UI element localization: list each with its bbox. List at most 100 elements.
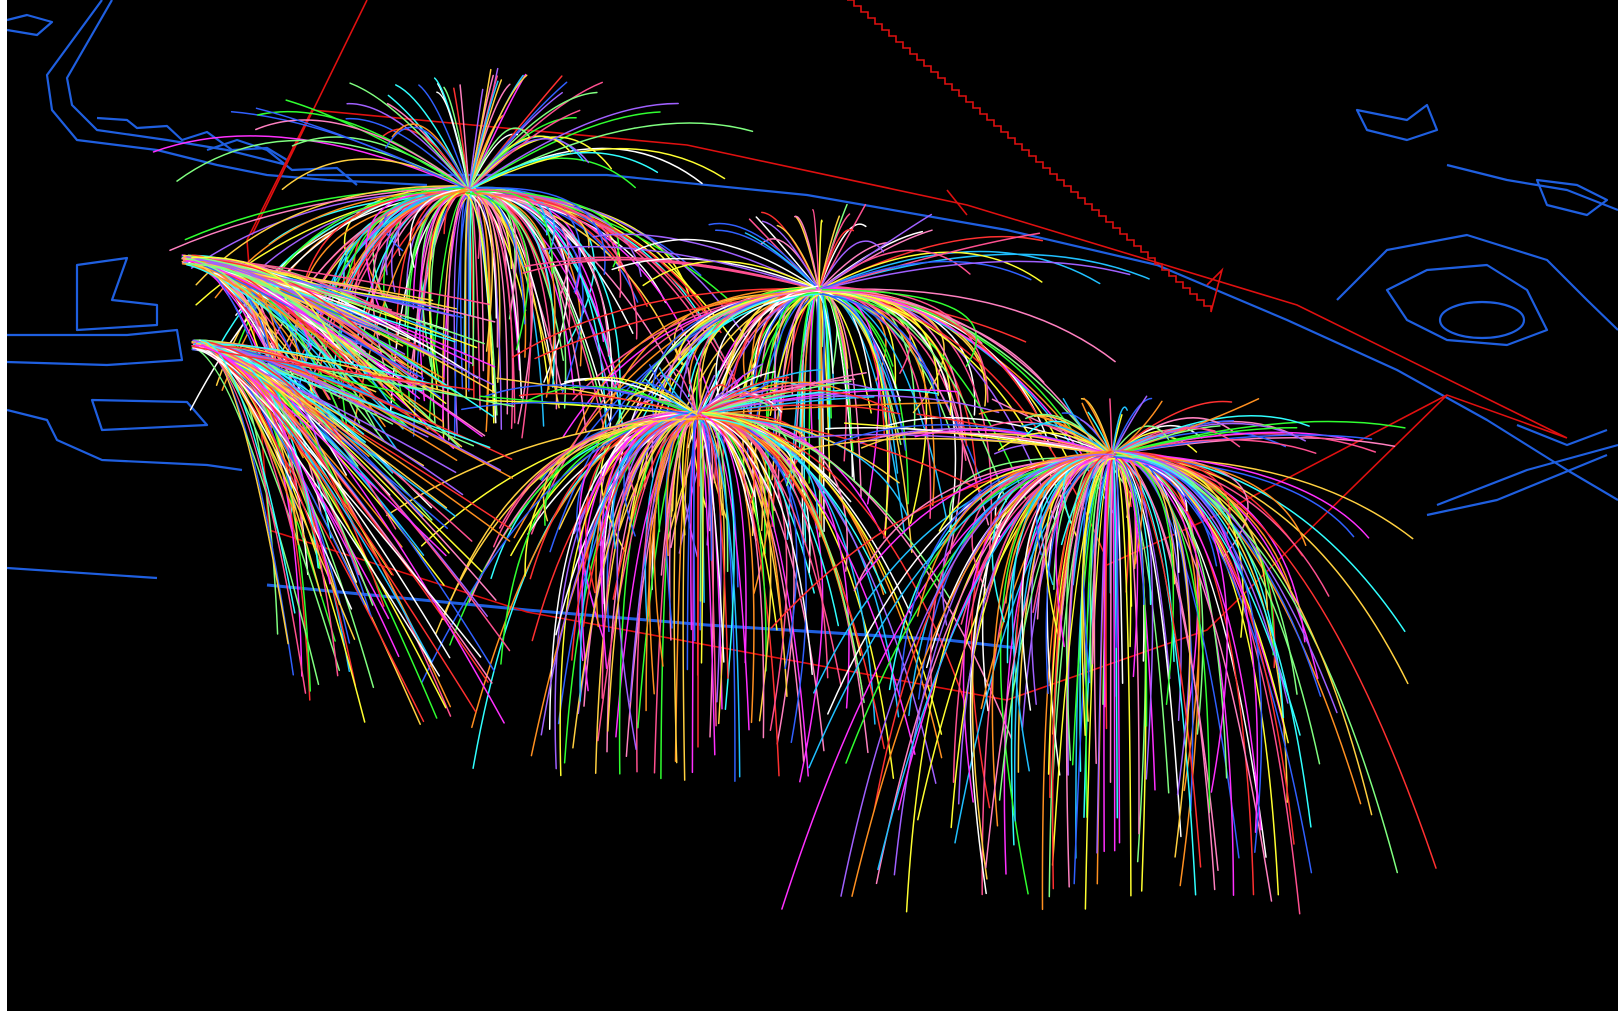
pathline	[1096, 453, 1111, 854]
pathline	[1111, 450, 1338, 714]
pathline	[349, 82, 470, 191]
pathline	[1109, 398, 1113, 456]
site-outline-building	[1385, 263, 1549, 347]
site-outline-building	[1535, 178, 1609, 217]
pathline	[191, 346, 320, 686]
pathline	[627, 389, 698, 416]
pathline	[818, 232, 1041, 291]
3d-viewport[interactable]	[7, 0, 1618, 1011]
site-outline-building	[96, 116, 288, 161]
pathline	[578, 412, 702, 639]
pathline	[189, 258, 455, 317]
pathline	[696, 376, 790, 416]
pathline	[816, 291, 967, 461]
pathline	[468, 88, 484, 191]
pathline	[200, 339, 342, 441]
pathline	[1113, 456, 1263, 853]
pathline	[818, 228, 855, 291]
pathline	[195, 342, 448, 509]
pathline	[464, 193, 495, 424]
pathline-scene[interactable]	[7, 0, 1618, 1011]
pathline	[696, 393, 778, 416]
pathline	[1033, 414, 1113, 456]
pathline	[816, 292, 889, 538]
pathline	[699, 411, 900, 484]
pathline	[443, 86, 470, 191]
pathline	[696, 396, 875, 416]
pathline	[1111, 427, 1298, 456]
pathline	[696, 389, 752, 416]
pathline	[853, 457, 1112, 592]
pathline	[692, 410, 943, 759]
pathline	[255, 119, 470, 191]
pathline	[468, 91, 598, 191]
pathline	[466, 191, 638, 340]
pathline	[446, 190, 473, 441]
pathline	[1051, 450, 1112, 890]
pathline	[459, 84, 470, 191]
pathline	[712, 285, 819, 404]
pathline	[677, 285, 821, 361]
pathline	[285, 99, 470, 191]
pathline	[816, 292, 939, 396]
pathline	[1114, 453, 1409, 685]
site-outline-building	[7, 408, 243, 472]
pathline	[818, 260, 1032, 291]
pathline	[695, 417, 887, 594]
pathline	[152, 135, 470, 191]
pathline	[470, 192, 610, 357]
site-outline-roundabout	[1438, 300, 1526, 340]
pathline	[200, 339, 296, 614]
pathline	[675, 368, 698, 416]
pathline	[696, 362, 717, 416]
pathline	[879, 431, 1113, 456]
pathline	[467, 192, 498, 319]
site-outline-road	[1436, 443, 1618, 507]
pathline	[819, 287, 989, 403]
pathline	[642, 260, 820, 291]
site-outline-building	[1355, 103, 1439, 142]
pathline	[653, 414, 701, 667]
pathline	[884, 416, 1113, 456]
pathline	[761, 220, 820, 291]
pathline	[851, 450, 1114, 897]
pathline	[1111, 397, 1153, 456]
pathline	[468, 147, 726, 191]
pathline	[1105, 457, 1115, 730]
pathline-bundle-2	[511, 203, 1150, 558]
pathline	[1111, 456, 1216, 891]
pathline	[466, 192, 743, 395]
pathline	[600, 413, 696, 605]
pathline	[692, 417, 741, 778]
pathline	[699, 413, 747, 664]
pathline	[1113, 454, 1312, 828]
pathline	[1111, 452, 1307, 547]
pathline	[986, 457, 1114, 603]
site-outline-building	[1336, 233, 1618, 331]
pathline	[272, 189, 474, 396]
pathline	[468, 137, 590, 191]
pathline	[524, 258, 820, 291]
pathline	[468, 102, 679, 191]
pathline	[186, 263, 377, 365]
pathline	[1013, 450, 1113, 555]
site-outline-road	[307, 173, 1618, 501]
pathline	[406, 191, 467, 405]
pathline	[1111, 422, 1306, 456]
pathline	[618, 410, 696, 532]
pathline	[194, 344, 331, 585]
pathline	[696, 402, 949, 416]
pathline	[1091, 452, 1113, 665]
pathline	[468, 191, 556, 398]
pathline	[498, 415, 699, 529]
pathline	[191, 256, 383, 314]
pathline	[1114, 453, 1119, 648]
pathline	[794, 215, 820, 291]
site-outline-road	[7, 13, 54, 37]
pathline	[1111, 395, 1148, 456]
pathline	[184, 185, 472, 241]
pathline	[815, 290, 952, 416]
pathline	[1111, 451, 1373, 816]
site-outline-road	[266, 583, 1018, 650]
pathline	[686, 410, 700, 671]
